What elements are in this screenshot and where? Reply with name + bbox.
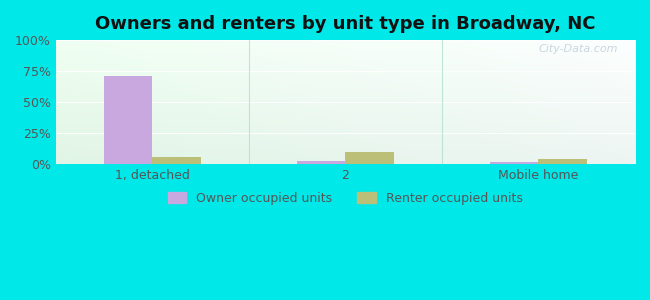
Bar [104,76,152,164]
Legend: Owner occupied units, Renter occupied units: Owner occupied units, Renter occupied un… [162,187,528,210]
Bar [297,160,345,164]
Bar [490,162,538,164]
Text: City-Data.com: City-Data.com [538,44,617,54]
Bar [152,157,201,164]
Bar [538,159,587,164]
Title: Owners and renters by unit type in Broadway, NC: Owners and renters by unit type in Broad… [95,15,595,33]
Bar [345,152,394,164]
